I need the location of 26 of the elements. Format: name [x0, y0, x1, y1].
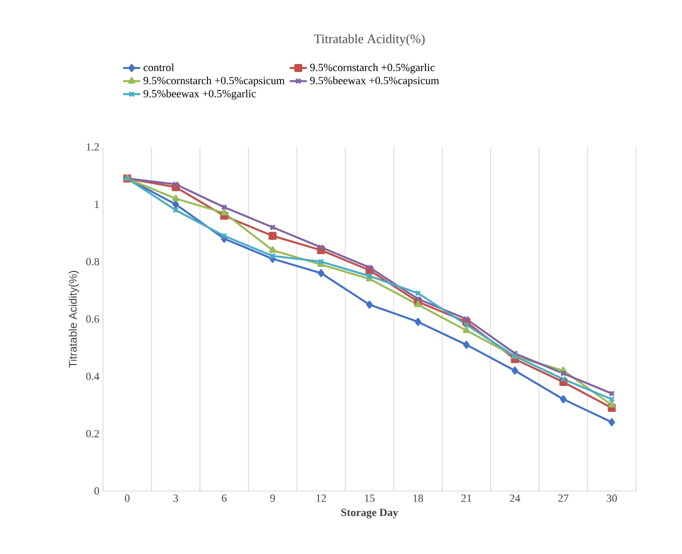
x-axis-title: Storage Day — [341, 508, 398, 518]
x-tick-label: 3 — [173, 494, 178, 502]
x-tick-label: 9 — [270, 494, 275, 502]
legend-label: 9.5%beewax +0.5%capsicum — [310, 76, 440, 86]
y-tick-label: 1 — [94, 200, 99, 208]
x-tick-label: 21 — [461, 494, 472, 502]
x-tick-label: 0 — [124, 494, 130, 502]
x-tick-label: 27 — [558, 494, 568, 502]
x-tick-label: 24 — [510, 494, 520, 502]
y-tick-label: 0.8 — [86, 258, 100, 266]
y-axis-title: Titratable Acidity(%) — [68, 270, 79, 368]
legend-label: control — [144, 63, 174, 72]
legend-label: 9.5%cornstarch +0.5%capsicum — [144, 76, 285, 86]
x-tick-label: 15 — [364, 494, 375, 502]
x-tick-label: 12 — [316, 494, 326, 502]
x-tick-label: 6 — [222, 494, 227, 502]
chart-title: Titratable Acidity(%) — [314, 34, 425, 46]
y-tick-label: 0.4 — [86, 372, 100, 380]
y-tick-label: 1.2 — [86, 143, 99, 151]
x-tick-label: 18 — [413, 494, 424, 502]
legend-label: 9.5%cornstarch +0.5%garlic — [310, 63, 435, 74]
x-tick-label: 30 — [606, 494, 617, 502]
legend-label: 9.5%beewax +0.5%garlic — [144, 90, 256, 100]
y-tick-label: 0.2 — [86, 430, 99, 438]
y-tick-label: 0.6 — [86, 315, 100, 323]
y-tick-label: 0 — [94, 487, 100, 495]
